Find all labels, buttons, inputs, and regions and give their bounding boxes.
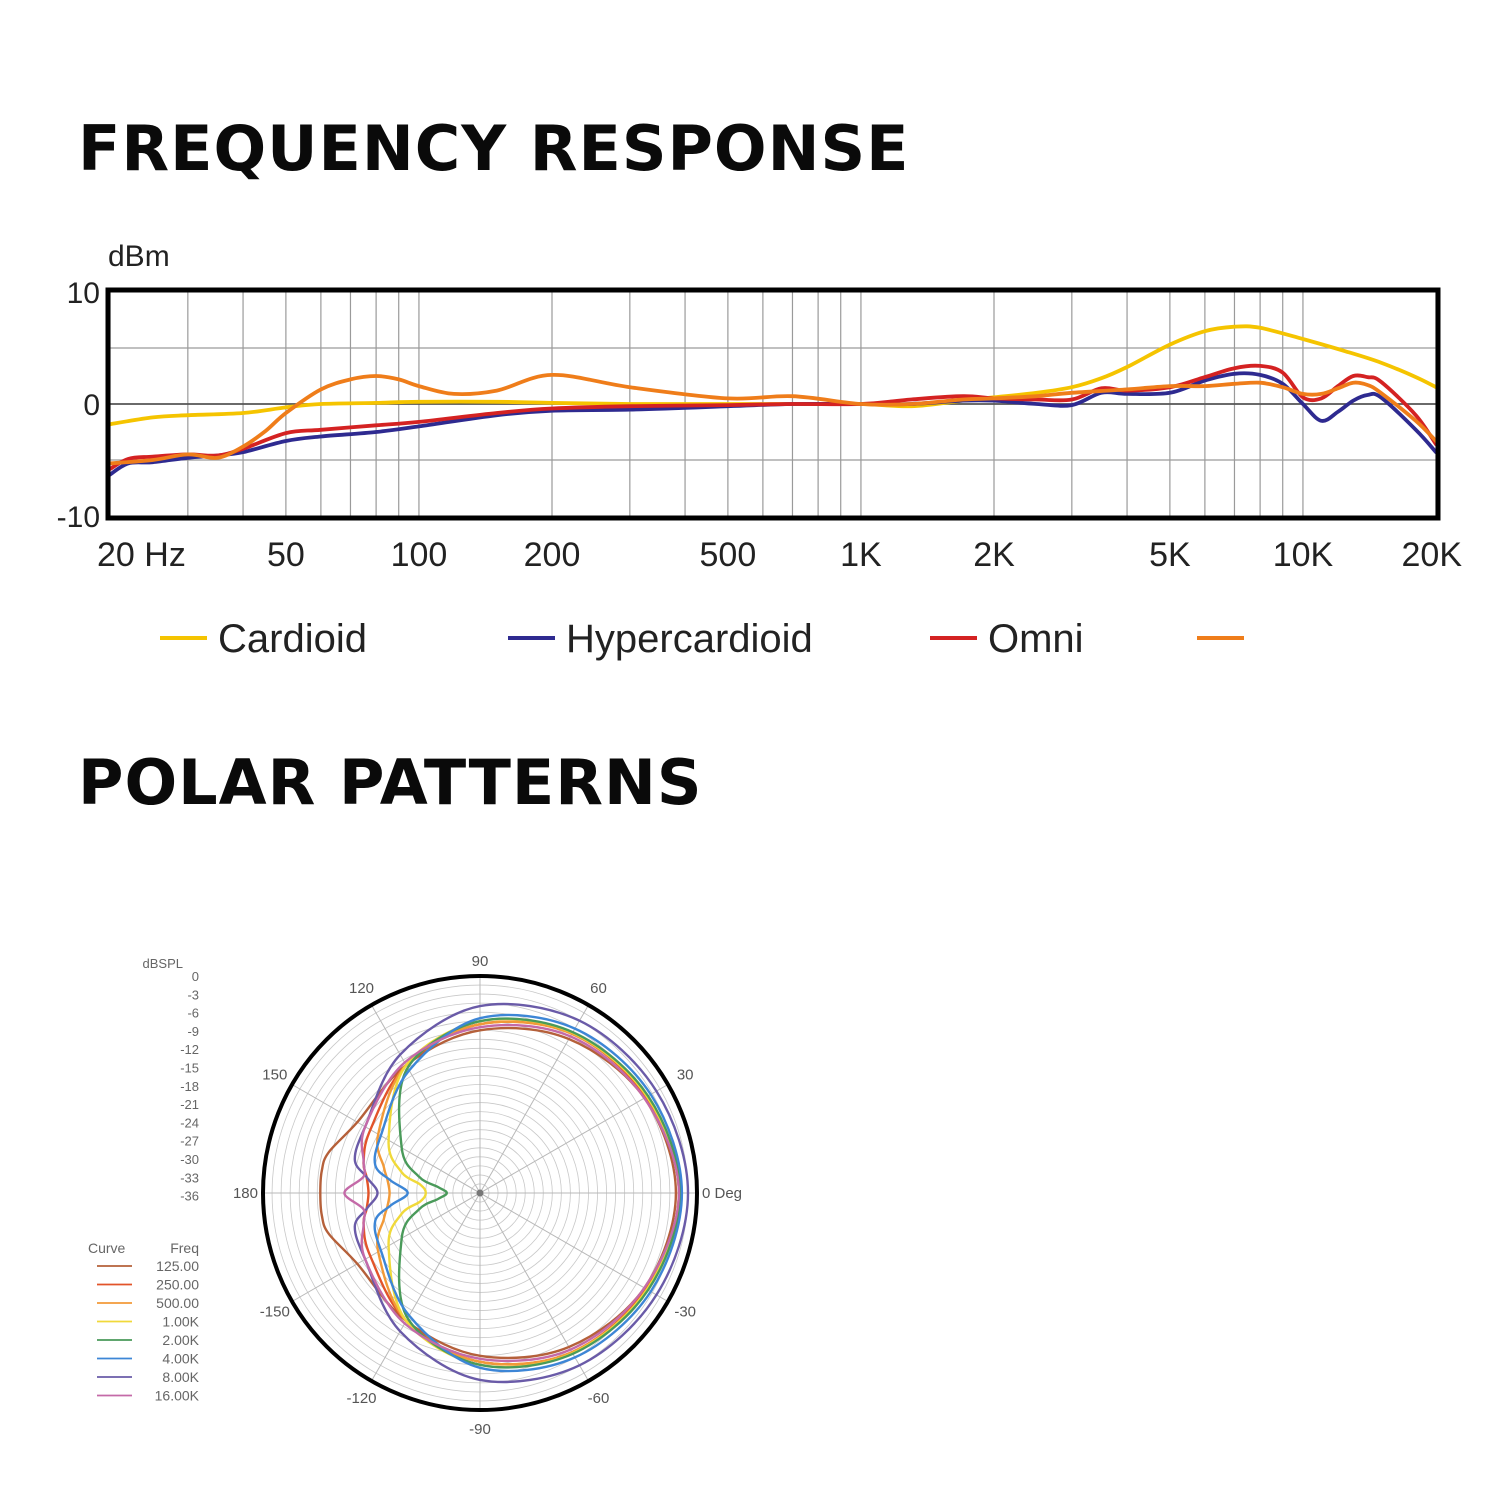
legend-frequency: 4.00K: [162, 1351, 199, 1367]
r-tick-label: -9: [187, 1024, 199, 1039]
legend-frequency: 250.00: [156, 1277, 199, 1293]
polar-curve-4-00k: [373, 1013, 684, 1373]
r-tick-label: -24: [180, 1115, 199, 1130]
angle-label: 180: [233, 1185, 258, 1202]
y-tick-label: 0: [83, 389, 100, 422]
x-tick-label: 20 Hz: [97, 536, 186, 574]
angle-label: -30: [674, 1304, 696, 1321]
legend-header-curve: Curve: [88, 1240, 126, 1256]
frequency-response-title: FREQUENCY RESPONSE: [78, 112, 910, 185]
r-tick-label: -18: [180, 1079, 199, 1094]
angle-label: 60: [590, 980, 607, 997]
frequency-response-chart: dBm 100-10 20 Hz 50 100 200 500 1K 2K 5K 10K 20K …: [57, 240, 1463, 661]
x-tick-label: 10K: [1273, 536, 1334, 574]
polar-grid: [261, 974, 699, 1412]
r-tick-label: 0: [192, 969, 199, 984]
r-tick-label: -27: [180, 1134, 199, 1149]
frequency-plot-frame: [105, 287, 1441, 521]
frequency-legend: Cardioid Hypercardioid Omni: [160, 617, 1244, 661]
angle-label: -150: [260, 1304, 290, 1321]
r-tick-label: -30: [180, 1152, 199, 1167]
x-tick-labels: 20 Hz 50 100 200 500 1K 2K 5K 10K 20K: [97, 536, 1462, 574]
angle-label: 120: [349, 980, 374, 997]
x-tick-label: 5K: [1149, 536, 1191, 574]
r-tick-label: -3: [187, 987, 199, 1002]
x-tick-label: 20K: [1402, 536, 1463, 574]
series-line-cardioid: [108, 324, 1438, 427]
angle-label: 150: [262, 1067, 287, 1084]
polar-center: [476, 1189, 484, 1197]
polar-r-tick-labels: 0 -3 -6 -9 -12 -15 -18 -21 -24 -27 -30 -33 -36: [180, 969, 199, 1204]
polar-angle-labels: 0 Deg 30 60 90 120 150 180 -150 -120 -90 -60 -30: [233, 953, 742, 1438]
polar-curve-2-00k: [397, 1017, 682, 1369]
legend-frequency: 1.00K: [162, 1314, 199, 1330]
legend-label: Omni: [988, 617, 1084, 661]
r-tick-label: -21: [180, 1097, 199, 1112]
legend-frequency: 8.00K: [162, 1369, 199, 1385]
x-tick-label: 100: [391, 536, 448, 574]
r-tick-label: -12: [180, 1042, 199, 1057]
polar-outer-ring: [261, 974, 699, 1412]
angle-label: 30: [677, 1067, 694, 1084]
r-tick-label: -33: [180, 1170, 199, 1185]
legend-frequency: 125.00: [156, 1258, 199, 1274]
series-line-omni: [108, 363, 1438, 471]
angle-label: -120: [346, 1390, 376, 1407]
x-tick-label: 200: [524, 536, 581, 574]
y-tick-labels: 10 0 -10: [57, 277, 100, 534]
polar-unit-label: dBSPL: [143, 956, 183, 971]
r-tick-label: -15: [180, 1061, 199, 1076]
angle-label: -60: [588, 1390, 610, 1407]
y-tick-label: 10: [67, 277, 100, 310]
x-tick-label: 500: [700, 536, 757, 574]
r-tick-label: -6: [187, 1006, 199, 1021]
legend-frequency: 500.00: [156, 1295, 199, 1311]
angle-label: 0 Deg: [702, 1185, 742, 1202]
x-tick-label: 2K: [973, 536, 1015, 574]
r-tick-label: -36: [180, 1189, 199, 1204]
polar-legend: Curve Freq 125.00 250.00 500.00 1.00K 2.00K 4…: [88, 1240, 200, 1404]
legend-label: Hypercardioid: [566, 617, 813, 661]
polar-curve-8-00k: [353, 1002, 690, 1384]
x-tick-label: 1K: [840, 536, 882, 574]
x-tick-label: 50: [267, 536, 305, 574]
legend-frequency: 16.00K: [155, 1388, 200, 1404]
polar-curves: [319, 1002, 690, 1384]
polar-curve-16-00k: [343, 1023, 681, 1363]
y-axis-label: dBm: [108, 240, 170, 273]
frequency-series-lines: [108, 324, 1438, 477]
polar-curve-125-00: [319, 1026, 678, 1360]
polar-curve-500-00: [376, 1020, 681, 1366]
angle-label: 90: [472, 953, 489, 970]
y-tick-label: -10: [57, 501, 100, 534]
polar-patterns-title: POLAR PATTERNS: [78, 746, 703, 819]
legend-label: Cardioid: [218, 617, 367, 661]
legend-frequency: 2.00K: [162, 1332, 199, 1348]
legend-header-freq: Freq: [170, 1240, 199, 1256]
series-line-series-4: [108, 372, 1438, 466]
angle-label: -90: [469, 1421, 491, 1438]
